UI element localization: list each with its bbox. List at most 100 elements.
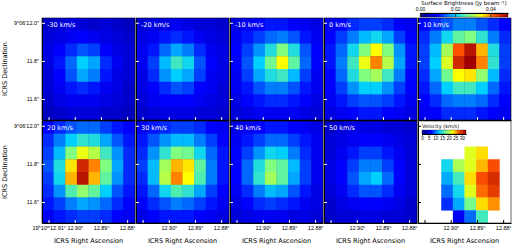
tick-mark [42, 202, 45, 203]
cell [77, 159, 89, 172]
cell [123, 134, 135, 147]
cell [54, 107, 66, 120]
cell [311, 159, 323, 172]
cell [230, 107, 242, 120]
cell [382, 31, 394, 44]
tick [101, 117, 102, 120]
tick-mark [221, 117, 222, 120]
tick: 12.89ˢ [94, 220, 110, 231]
cell [148, 210, 160, 223]
cell [347, 107, 359, 120]
tick-mark [315, 220, 316, 223]
cell [253, 172, 265, 185]
cell [265, 107, 277, 120]
cell [382, 121, 394, 134]
tick: 11.6″ [27, 96, 45, 102]
tick [418, 99, 421, 100]
cell [100, 134, 112, 147]
cell [77, 95, 89, 108]
cell [171, 185, 183, 198]
tick-mark [230, 164, 233, 165]
cell [242, 69, 254, 82]
cell [42, 185, 54, 198]
tick-mark [420, 13, 421, 17]
cell [217, 56, 229, 69]
cell [336, 134, 348, 147]
y-axis [418, 19, 421, 121]
cell [89, 44, 101, 57]
tick [418, 202, 421, 203]
cell [499, 18, 511, 31]
cell [359, 95, 371, 108]
figure: 9°06′12.0″11.8″11.6″ICRS Declination-30 … [0, 0, 520, 248]
cell [42, 56, 54, 69]
cell [123, 172, 135, 185]
tick-mark [143, 220, 144, 223]
tick-mark [490, 13, 491, 17]
tick-label: 12.90ˢ [349, 225, 365, 231]
tick: 12.89ˢ [188, 220, 204, 231]
cell [336, 82, 348, 95]
cell [324, 134, 336, 147]
cell [242, 147, 254, 160]
tick [418, 61, 421, 62]
tick-label: 5 [428, 136, 431, 141]
panel-label: -30 km/s [47, 21, 76, 29]
cell [311, 210, 323, 223]
cell [89, 134, 101, 147]
tick-label: 12.88ˢ [120, 225, 136, 231]
cell [488, 198, 500, 211]
cell [183, 172, 195, 185]
y-axis-title: ICRS Declination [1, 42, 9, 96]
cell [194, 172, 206, 185]
cell [42, 82, 54, 95]
cell [100, 56, 112, 69]
cell [453, 198, 465, 211]
cell [347, 134, 359, 147]
cell [253, 185, 265, 198]
tick [503, 117, 504, 120]
tick [136, 202, 139, 203]
tick-mark [230, 23, 233, 24]
tick-mark [263, 220, 264, 223]
cell [123, 31, 135, 44]
tick [49, 117, 50, 120]
cell [382, 56, 394, 69]
cell [89, 31, 101, 44]
cell [253, 210, 265, 223]
cell [194, 56, 206, 69]
tick [237, 220, 238, 223]
cell [453, 159, 465, 172]
tick-label: 15 [440, 136, 446, 141]
cell [242, 210, 254, 223]
cell [311, 44, 323, 57]
cell [336, 31, 348, 44]
tick-mark [136, 126, 139, 127]
cell [453, 95, 465, 108]
panel-frame [136, 18, 229, 120]
cell [183, 121, 195, 134]
cell [42, 172, 54, 185]
panel-frame [324, 18, 417, 120]
cell [183, 198, 195, 211]
tick [418, 164, 421, 165]
cell [112, 69, 124, 82]
cell [112, 82, 124, 95]
cell [324, 95, 336, 108]
panel-label: 30 km/s [141, 124, 168, 132]
cell [371, 185, 383, 198]
cell [230, 95, 242, 108]
cell [65, 172, 77, 185]
cell [171, 82, 183, 95]
cell [347, 172, 359, 185]
panel-background [136, 121, 229, 223]
cell [324, 147, 336, 160]
cell [206, 44, 218, 57]
cell [476, 56, 488, 69]
tick-mark [418, 23, 421, 24]
tick: 11.6″ [27, 199, 45, 205]
tick-label: 12.90ˢ [67, 225, 83, 231]
cell [148, 69, 160, 82]
colorbar-title: Velocity (km/s) [422, 123, 459, 130]
cell [465, 18, 477, 31]
